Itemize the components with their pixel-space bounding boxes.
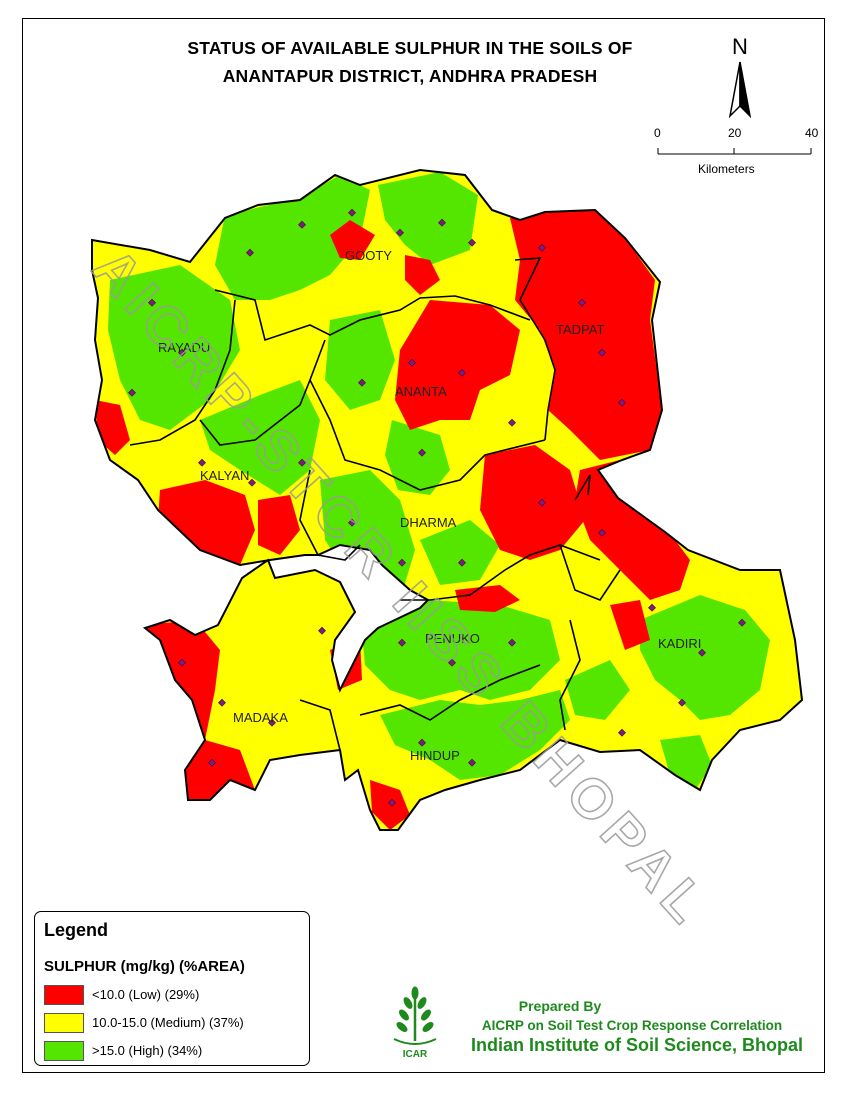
legend-item-high: >15.0 (High) (34%) xyxy=(44,1041,304,1061)
legend-label-high: >15.0 (High) (34%) xyxy=(92,1043,203,1058)
scale-tick-20: 20 xyxy=(728,126,742,140)
map-title-line1: STATUS OF AVAILABLE SULPHUR IN THE SOILS… xyxy=(187,38,633,58)
legend-box: Legend SULPHUR (mg/kg) (%AREA) <10.0 (Lo… xyxy=(34,911,310,1066)
north-arrow-icon: N xyxy=(728,34,752,119)
credit-project-name: AICRP on Soil Test Crop Response Correla… xyxy=(481,1018,783,1033)
scale-tick-0: 0 xyxy=(654,126,661,140)
mandal-label-penuko: PENUKO xyxy=(425,631,480,646)
legend-label-low: <10.0 (Low) (29%) xyxy=(92,987,200,1002)
credit-institute-name: Indian Institute of Soil Science, Bhopal xyxy=(470,1035,804,1055)
mandal-label-dharma: DHARMA xyxy=(400,515,457,530)
legend-item-low: <10.0 (Low) (29%) xyxy=(44,985,304,1005)
mandal-label-gooty: GOOTY xyxy=(345,248,392,263)
mandal-label-rayadu: RAYADU xyxy=(158,340,210,355)
legend-subtitle: SULPHUR (mg/kg) (%AREA) xyxy=(44,958,245,975)
scale-unit: Kilometers xyxy=(698,162,755,176)
mandal-label-madaka: MADAKA xyxy=(233,710,288,725)
legend-item-medium: 10.0-15.0 (Medium) (37%) xyxy=(44,1013,304,1033)
scale-line xyxy=(657,148,812,155)
mandal-label-kalyan: KALYAN xyxy=(200,468,249,483)
mandal-label-ananta: ANANTA xyxy=(395,384,447,399)
map-frame xyxy=(22,18,825,1073)
legend-title: Legend xyxy=(44,920,109,940)
north-letter: N xyxy=(732,34,748,59)
legend-swatch-medium xyxy=(44,1013,84,1033)
legend-swatch-low xyxy=(44,985,84,1005)
scale-bar: 0 20 40 Kilometers xyxy=(650,126,820,186)
credit-prepared-by: Prepared By xyxy=(518,998,602,1014)
mandal-label-hindup: HINDUP xyxy=(410,748,460,763)
icar-logo-icon: ICAR xyxy=(393,986,437,1060)
mandal-label-kadiri: KADIRI xyxy=(658,636,701,651)
mandal-label-tadpat: TADPAT xyxy=(556,322,604,337)
icar-logo-text: ICAR xyxy=(403,1049,428,1060)
map-title-line2: ANANTAPUR DISTRICT, ANDHRA PRADESH xyxy=(222,66,598,86)
legend-swatch-high xyxy=(44,1041,84,1061)
legend-label-medium: 10.0-15.0 (Medium) (37%) xyxy=(92,1015,244,1030)
scale-tick-40: 40 xyxy=(805,126,819,140)
